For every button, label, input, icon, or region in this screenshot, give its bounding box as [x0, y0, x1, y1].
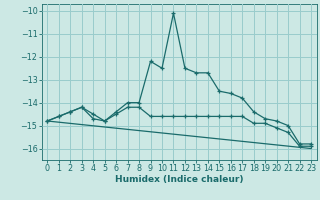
X-axis label: Humidex (Indice chaleur): Humidex (Indice chaleur)	[115, 175, 244, 184]
